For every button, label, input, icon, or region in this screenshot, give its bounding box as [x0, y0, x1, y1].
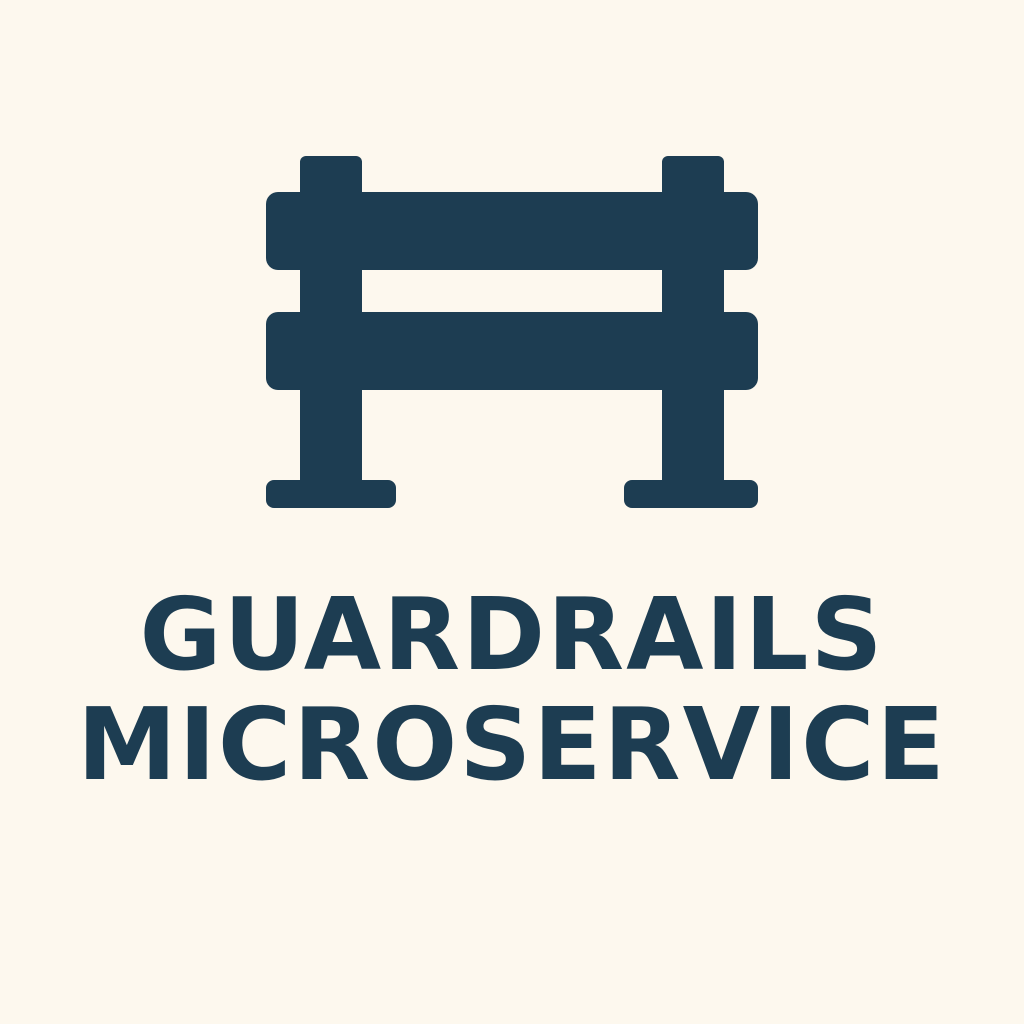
- wordmark: GUARDRAILS MICROSERVICE: [0, 580, 1024, 800]
- brand-title-line-1: GUARDRAILS: [139, 576, 885, 693]
- guardrail-icon: [266, 156, 758, 508]
- brand-title-line-2: MICROSERVICE: [77, 686, 947, 803]
